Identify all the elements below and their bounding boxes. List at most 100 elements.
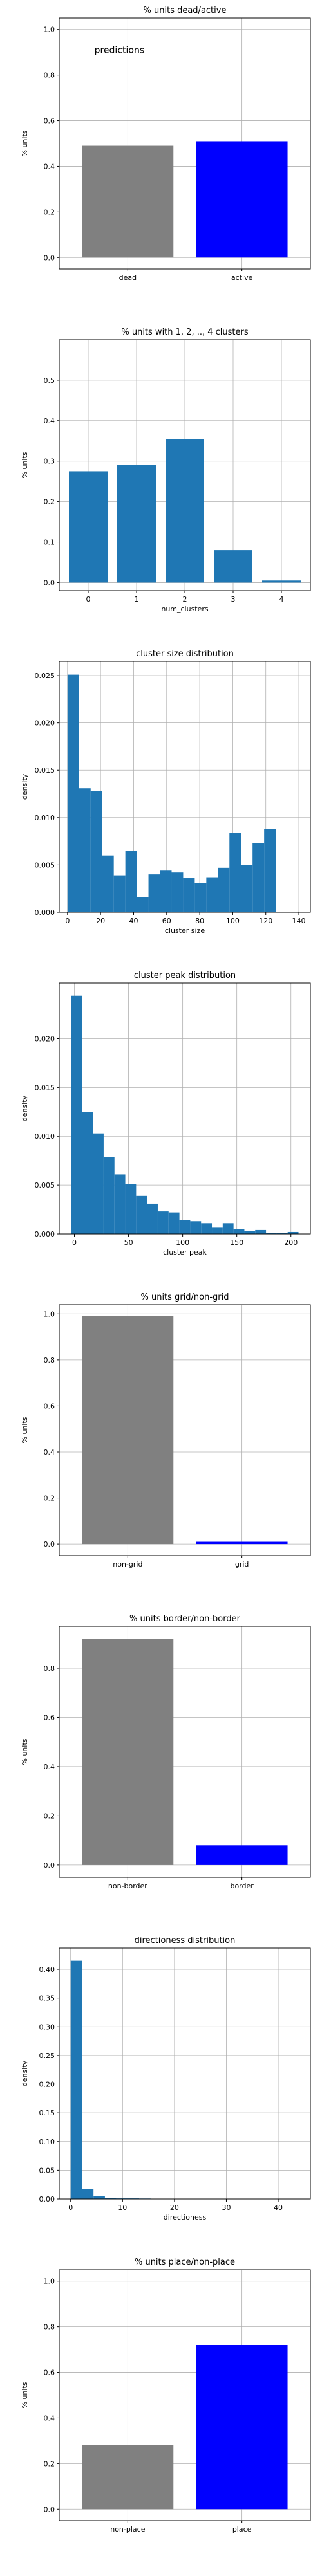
x-tick-label: dead <box>119 273 137 282</box>
y-tick-label: 0.8 <box>44 1664 55 1673</box>
y-tick-label: 0.4 <box>44 417 55 425</box>
histogram-bar <box>147 1204 158 1234</box>
y-tick-label: 0.3 <box>44 457 55 466</box>
y-axis-label: % units <box>21 130 29 156</box>
x-tick-label: place <box>232 2525 252 2534</box>
y-tick-label: 0.2 <box>44 208 55 216</box>
chart-title: % units dead/active <box>144 6 227 15</box>
x-tick-label: 80 <box>195 917 204 925</box>
y-tick-label: 0.2 <box>44 1495 55 1503</box>
x-tick-label: 0 <box>65 917 70 925</box>
histogram-bar <box>115 1174 126 1234</box>
histogram-bar <box>149 874 160 912</box>
y-tick-label: 0.25 <box>39 2052 55 2060</box>
x-tick-label: 10 <box>118 2203 127 2212</box>
chart-annotation: predictions <box>95 46 145 56</box>
y-tick-label: 0.0 <box>44 578 55 587</box>
y-tick-label: 0.4 <box>44 162 55 170</box>
histogram-bar <box>229 833 241 912</box>
y-tick-label: 0.015 <box>35 1083 55 1092</box>
y-tick-label: 0.8 <box>44 1356 55 1365</box>
y-tick-label: 1.0 <box>44 26 55 34</box>
x-tick-label: 4 <box>279 595 284 603</box>
histogram-bar <box>126 851 137 912</box>
y-axis-label: % units <box>21 2382 29 2408</box>
x-tick-label: non-place <box>110 2525 145 2534</box>
x-tick-label: 60 <box>162 917 171 925</box>
histogram-bar <box>102 856 114 912</box>
x-tick-label: grid <box>235 1560 249 1569</box>
histogram-bar <box>136 1196 147 1234</box>
y-tick-label: 0.2 <box>44 1812 55 1820</box>
x-tick-label: 100 <box>226 917 240 925</box>
bar-non-place <box>82 2445 173 2509</box>
y-tick-label: 0.020 <box>35 1035 55 1043</box>
y-tick-label: 0.0 <box>44 2505 55 2514</box>
x-tick-label: 200 <box>284 1238 298 1247</box>
histogram-bar <box>218 868 229 912</box>
histogram-bar <box>169 1213 180 1234</box>
x-tick-label: 0 <box>86 595 91 603</box>
histogram-bar <box>137 897 149 912</box>
y-tick-label: 0.1 <box>44 538 55 547</box>
y-tick-label: 0.0 <box>44 253 55 262</box>
y-tick-label: 0.010 <box>35 1132 55 1141</box>
y-tick-label: 0.000 <box>35 908 55 917</box>
histogram-bar <box>71 1961 82 2199</box>
histogram-bar <box>264 829 276 912</box>
x-tick-label: 20 <box>170 2203 179 2212</box>
y-tick-label: 0.40 <box>39 1965 55 1974</box>
histogram-bar <box>114 876 126 912</box>
y-axis-label: density <box>21 1095 29 1121</box>
histogram-bar <box>252 843 264 912</box>
y-tick-label: 0.6 <box>44 2369 55 2377</box>
histogram-bar <box>82 1112 93 1234</box>
chart-title: cluster peak distribution <box>134 971 236 980</box>
y-tick-label: 0.8 <box>44 71 55 80</box>
x-tick-label: 0 <box>72 1238 77 1247</box>
y-tick-label: 0.05 <box>39 2166 55 2175</box>
histogram-bar <box>104 1157 115 1234</box>
x-tick-label: 150 <box>230 1238 243 1247</box>
y-tick-label: 0.2 <box>44 498 55 506</box>
y-tick-label: 0.10 <box>39 2138 55 2146</box>
y-tick-label: 0.025 <box>35 672 55 680</box>
bar-4 <box>262 580 301 582</box>
y-axis-label: % units <box>21 1417 29 1443</box>
bar-active <box>196 141 288 257</box>
bar-place <box>196 2345 288 2509</box>
x-tick-label: active <box>231 273 253 282</box>
chart-title: cluster size distribution <box>136 649 234 659</box>
histogram-bar <box>234 1229 245 1234</box>
chart-title: % units with 1, 2, .., 4 clusters <box>121 327 249 337</box>
axes-frame <box>59 1948 310 2199</box>
x-tick-label: 3 <box>231 595 236 603</box>
y-tick-label: 0.6 <box>44 1713 55 1722</box>
y-tick-label: 0.005 <box>35 1181 55 1190</box>
y-tick-label: 0.010 <box>35 814 55 822</box>
bar-non-border <box>82 1639 173 1865</box>
y-tick-label: 0.020 <box>35 719 55 728</box>
bar-2 <box>166 439 204 582</box>
x-axis-label: num_clusters <box>161 605 209 613</box>
x-tick-label: non-border <box>108 1882 147 1890</box>
x-tick-label: 140 <box>292 917 306 925</box>
chart-title: directioness distribution <box>135 1936 236 1946</box>
bar-border <box>196 1845 288 1865</box>
y-tick-label: 1.0 <box>44 2277 55 2286</box>
y-tick-label: 0.000 <box>35 1230 55 1238</box>
x-tick-label: 1 <box>135 595 139 603</box>
x-tick-label: 100 <box>176 1238 189 1247</box>
y-axis-label: % units <box>21 1738 29 1765</box>
histogram-bar <box>71 996 82 1234</box>
x-tick-label: 30 <box>222 2203 231 2212</box>
histogram-bar <box>212 1227 223 1234</box>
x-tick-label: border <box>230 1882 254 1890</box>
y-tick-label: 0.20 <box>39 2081 55 2089</box>
